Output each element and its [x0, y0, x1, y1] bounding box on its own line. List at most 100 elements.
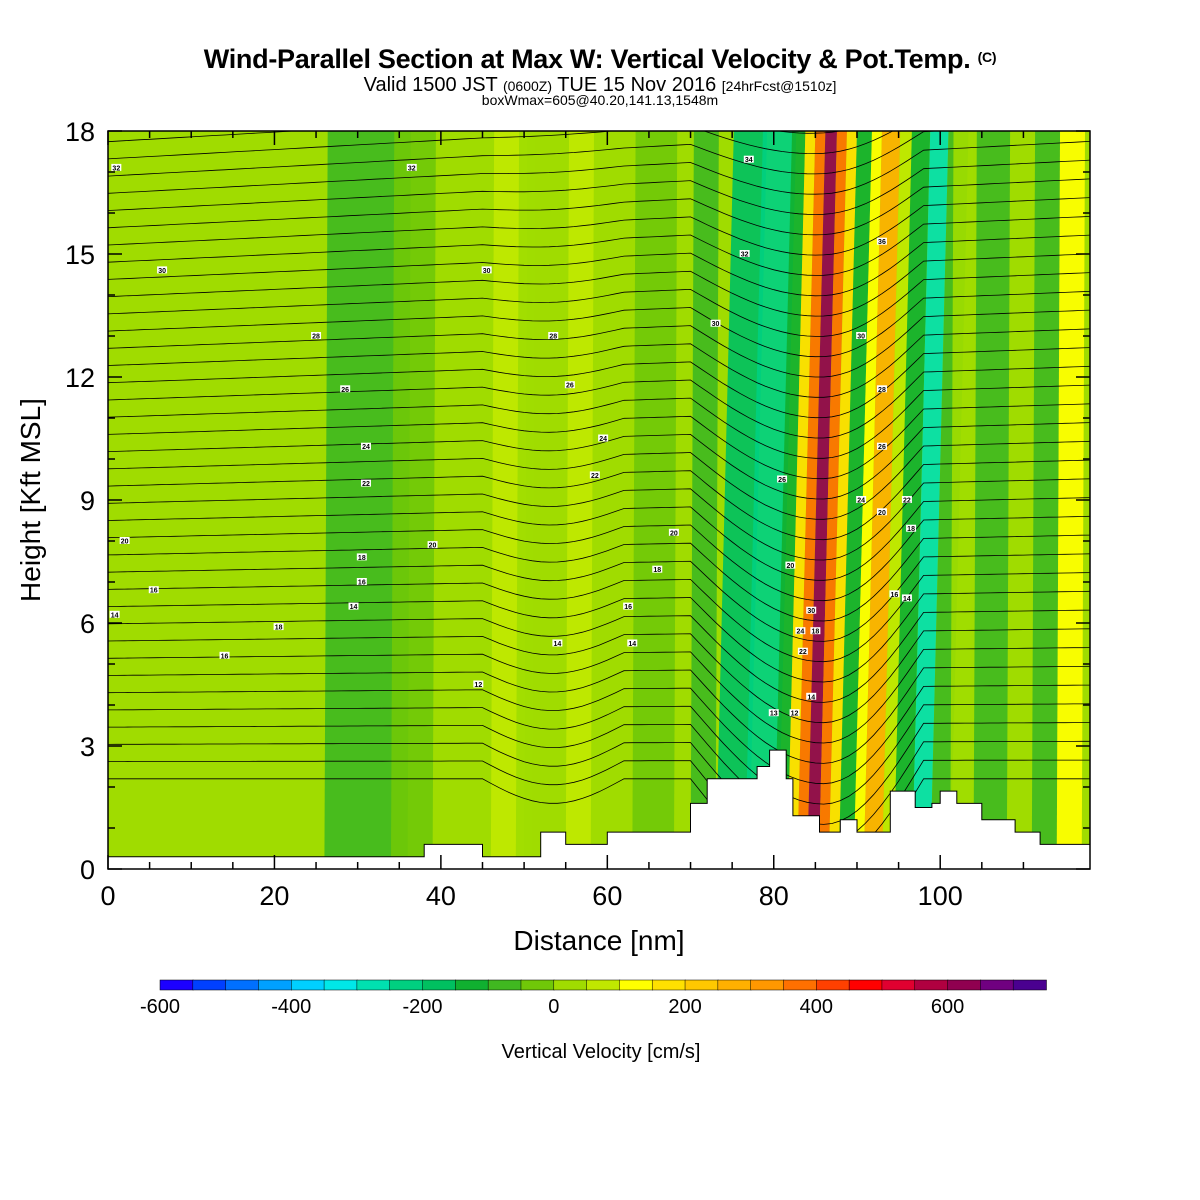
theta-contour-48: [108, 178, 1090, 236]
colorbar-tick-5: 400: [800, 996, 833, 1018]
colorbar-label: Vertical Velocity [cm/s]: [502, 1041, 701, 1063]
contour-label-27: 34: [745, 157, 753, 164]
velocity-band-9: [773, 131, 806, 869]
velocity-band-16: [853, 131, 882, 869]
contour-label-bg-33: [795, 627, 806, 635]
contour-label-18: 22: [591, 473, 599, 480]
contour-label-bg-35: [797, 647, 808, 655]
velocity-band-17: [863, 131, 901, 869]
colorbar-cell-13: [586, 979, 621, 991]
contour-label-bg-38: [789, 709, 800, 717]
contour-label-bg-12: [311, 332, 322, 339]
contour-label-bg-21: [623, 602, 634, 610]
contour-label-36: 14: [807, 694, 815, 701]
contour-label-30: 26: [778, 477, 786, 484]
colorbar-cell-7: [389, 979, 424, 991]
contour-label-bg-16: [564, 381, 575, 389]
colorbar-cell-4: [291, 979, 325, 991]
x-tick-label-100: 100: [918, 881, 963, 911]
colorbar-cell-24: [947, 979, 982, 991]
contour-label-bg-14: [481, 266, 492, 274]
contour-label-47: 16: [891, 592, 899, 599]
valid-date: TUE 15 Nov 2016: [557, 74, 717, 96]
colorbar-cell-14: [619, 979, 653, 991]
theta-contour-24: [108, 628, 1090, 724]
velocity-band-14: [828, 131, 857, 869]
plot-area: 14 16 20 16 18 14 16 18 20 22 24 26 28 30 30 28 26 24 22 20…: [108, 131, 1090, 869]
contour-label-bg-18: [589, 471, 600, 479]
contour-label-34: 18: [811, 629, 819, 636]
theta-contour-28: [108, 553, 1090, 642]
contour-label-bg-37: [768, 709, 779, 717]
contour-label-bg-44: [876, 508, 887, 516]
contour-label-19: 20: [670, 530, 678, 537]
colorbar-tick-0: -600: [140, 996, 180, 1018]
contour-label-20: 18: [653, 567, 661, 574]
contour-label-bg-5: [348, 602, 359, 610]
contour-label-44: 20: [878, 510, 886, 517]
y-axis-label: Height [Kft MSL]: [15, 398, 46, 602]
contour-label-bg-45: [901, 496, 912, 503]
theta-contour-27: [108, 572, 1090, 663]
contour-label-8: 20: [429, 543, 437, 550]
contour-label-bg-20: [652, 565, 663, 573]
velocity-band-8: [744, 131, 797, 869]
colorbar-tick-3: 0: [548, 996, 559, 1018]
contour-label-bg-22: [627, 639, 638, 647]
contour-label-bg-39: [876, 237, 887, 245]
colorbar-cell-2: [225, 979, 260, 991]
chart-title: Wind-Parallel Section at Max W: Vertical…: [0, 44, 1200, 75]
y-tick-label-12: 12: [65, 363, 95, 393]
contour-label-bg-15: [548, 332, 559, 339]
theta-contour-23: [108, 647, 1090, 744]
x-tick-label-80: 80: [759, 881, 789, 911]
y-tick-label-3: 3: [80, 732, 95, 762]
y-tick-label-18: 18: [65, 117, 95, 147]
colorbar-cell-20: [816, 979, 850, 991]
contour-label-3: 16: [221, 653, 229, 660]
copyright-mark: (C): [977, 49, 997, 65]
theta-contour-22: [108, 665, 1090, 764]
contour-label-2: 20: [121, 539, 129, 546]
theta-contour-33: [108, 459, 1090, 541]
colorbar-cell-21: [848, 979, 883, 991]
theta-contour-41: [108, 309, 1090, 378]
contour-label-25: 32: [112, 165, 120, 172]
contour-label-bg-34: [810, 627, 821, 635]
theta-contour-42: [108, 291, 1090, 358]
colorbar-cell-10: [487, 979, 522, 991]
x-tick-label-0: 0: [100, 881, 115, 911]
velocity-band-6: [690, 131, 719, 869]
terrain: [108, 749, 1090, 869]
contour-label-bg-42: [876, 442, 887, 450]
y-tick-label-9: 9: [80, 486, 95, 516]
boxwmax-info: boxWmax=605@40.20,141.13,1548m: [481, 92, 719, 108]
theta-contour-30: [108, 515, 1090, 602]
colorbar-cell-15: [651, 979, 686, 991]
colorbar-cell-5: [323, 979, 358, 991]
contour-label-10: 24: [362, 444, 370, 451]
contour-label-29: 30: [712, 321, 720, 328]
velocity-band-5: [632, 131, 678, 869]
contour-label-bg-28: [739, 250, 750, 257]
contour-label-21: 16: [624, 604, 632, 611]
contour-label-bg-7: [356, 553, 367, 561]
contour-label-bg-3: [219, 651, 230, 659]
contour-label-39: 36: [878, 239, 886, 246]
colorbar-cell-11: [520, 979, 555, 991]
colorbar-cell-22: [881, 979, 916, 991]
velocity-band-13: [818, 131, 847, 869]
contour-label-41: 28: [878, 387, 886, 394]
contour-label-15: 28: [549, 334, 557, 341]
contour-label-14: 30: [483, 268, 491, 275]
y-tick-label-0: 0: [80, 855, 95, 885]
colorbar-cell-3: [258, 979, 293, 991]
colorbar-cell-18: [750, 979, 785, 991]
theta-contour-52: [108, 131, 894, 160]
x-tick-label-40: 40: [426, 881, 456, 911]
contour-label-bg-40: [856, 332, 867, 339]
colorbar-tick-1: -400: [271, 996, 311, 1018]
theta-contour-32: [108, 478, 1090, 561]
